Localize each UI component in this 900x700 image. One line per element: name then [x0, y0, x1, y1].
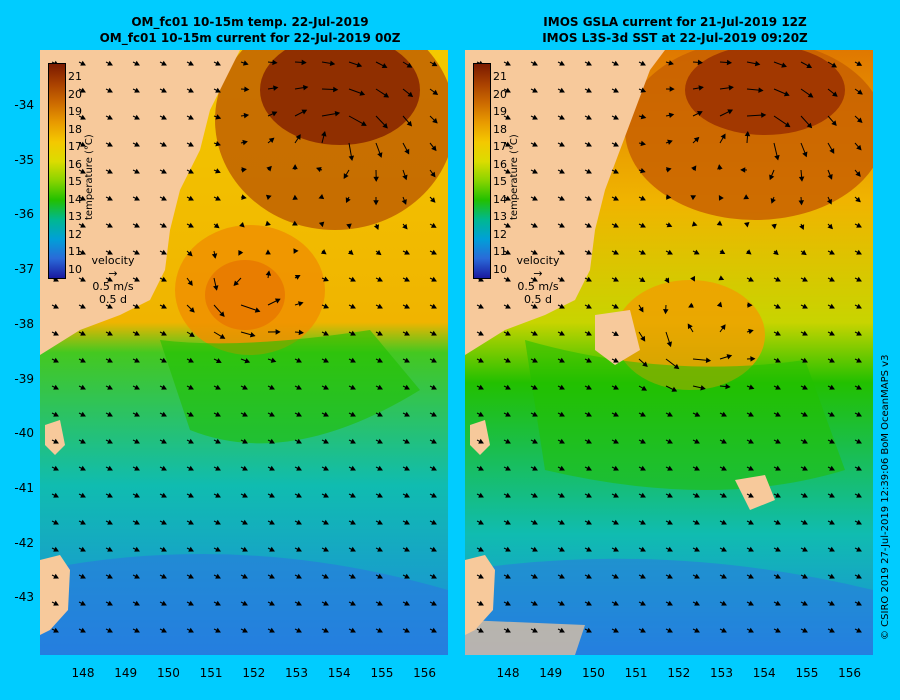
x-axis-tick-label: 155 [370, 666, 394, 680]
land-mainland [40, 50, 240, 355]
velocity-duration: 0.5 d [524, 293, 552, 306]
colorbar-tick-label: 21 [68, 70, 82, 83]
colorbar-tick-label: 13 [493, 210, 507, 223]
left-map-panel [40, 50, 448, 655]
cloud-patch [735, 475, 775, 510]
x-axis-tick-label: 155 [795, 666, 819, 680]
colorbar-tick-label: 17 [68, 140, 82, 153]
x-axis-tick-label: 152 [242, 666, 266, 680]
velocity-speed: 0.5 m/s [517, 280, 559, 293]
velocity-title: velocity [516, 254, 560, 267]
colorbar-tick-label: 18 [493, 122, 507, 136]
x-axis-tick-label: 156 [838, 666, 862, 680]
y-axis-tick-label: -40 [14, 426, 34, 441]
x-axis-tick-label: 151 [624, 666, 648, 680]
land-mainland [465, 50, 665, 355]
colorbar-tick-label: 15 [68, 175, 82, 188]
right-title-line1: IMOS GSLA current for 21-Jul-2019 12Z [543, 15, 807, 29]
y-axis-tick-label: -38 [14, 316, 34, 331]
x-axis-tick-label: 152 [667, 666, 691, 680]
velocity-legend-left: velocity → 0.5 m/s 0.5 d [88, 254, 138, 306]
colorbar-tick-label: 14 [493, 192, 507, 206]
y-axis-tick-label: -34 [14, 98, 34, 112]
y-axis-tick-label: -43 [14, 590, 34, 605]
colorbar-unit-left: temperature (°C) [84, 134, 95, 220]
land-tasmania [40, 555, 70, 635]
colorbar-tick-label: 11 [493, 245, 507, 258]
credit-text: © CSIRO 2019 27-Jul-2019 12:39:06 BoM Oc… [880, 354, 891, 640]
y-axis-tick-label: -42 [14, 535, 34, 550]
colorbar-tick-label: 12 [68, 227, 82, 241]
colorbar-tick-label: 14 [68, 192, 82, 206]
colorbar-tick-label: 15 [493, 175, 507, 188]
colorbar-tick-label: 21 [493, 70, 507, 83]
velocity-title: velocity [91, 254, 135, 267]
colorbar-unit-right: temperature (°C) [509, 134, 520, 220]
colorbar-tick-label: 13 [68, 210, 82, 223]
x-axis-tick-label: 149 [539, 666, 563, 680]
x-axis-tick-label: 151 [199, 666, 223, 680]
colorbar-tick-label: 18 [68, 122, 82, 136]
x-axis-tick-label: 156 [413, 666, 437, 680]
left-panel-title: OM_fc01 10-15m temp. 22-Jul-2019 OM_fc01… [40, 14, 460, 46]
velocity-arrow: → [108, 267, 118, 280]
colorbar-tick-label: 17 [493, 140, 507, 153]
colorbar-tick-label: 10 [493, 262, 507, 276]
colorbar-tick-label: 12 [493, 227, 507, 241]
x-axis-tick-label: 149 [114, 666, 138, 680]
colorbar-tick-label: 16 [493, 157, 507, 171]
colorbar-tick-label: 20 [493, 87, 507, 101]
land-flinders [45, 420, 65, 455]
warm-eddy-center [615, 280, 765, 390]
current-arrows [51, 59, 439, 633]
colorbar-tick-label: 10 [68, 262, 82, 276]
x-axis-tick-label: 148 [496, 666, 520, 680]
left-title-line2: OM_fc01 10-15m current for 22-Jul-2019 0… [99, 31, 401, 45]
x-axis-tick-label: 153 [710, 666, 733, 680]
x-axis-tick-label: 150 [156, 666, 180, 680]
land-flinders [470, 420, 490, 455]
y-axis-tick-label: -39 [14, 371, 34, 386]
colorbar-tick-label: 19 [493, 105, 507, 118]
y-axis-tick-label: -37 [14, 262, 34, 277]
cloud-patch [465, 620, 585, 655]
colorbar-tick-label: 19 [68, 105, 82, 118]
y-axis-tick-label: -36 [14, 207, 34, 222]
colorbar-left [48, 63, 66, 279]
colorbar-right [473, 63, 491, 279]
right-panel-title: IMOS GSLA current for 21-Jul-2019 12Z IM… [465, 14, 885, 46]
velocity-duration: 0.5 d [99, 293, 127, 306]
x-axis-tick-label: 153 [285, 666, 308, 680]
left-title-line1: OM_fc01 10-15m temp. 22-Jul-2019 [131, 15, 369, 29]
y-axis-tick-label: -41 [14, 480, 34, 495]
cloud-patch [595, 310, 640, 365]
colorbar-tick-label: 11 [68, 245, 82, 258]
right-title-line2: IMOS L3S-3d SST at 22-Jul-2019 09:20Z [542, 31, 808, 45]
colorbar-tick-label: 20 [68, 87, 82, 101]
x-axis-tick-label: 154 [752, 666, 776, 680]
land-tasmania [465, 555, 495, 635]
colorbar-tick-label: 16 [68, 157, 82, 171]
x-axis-tick-label: 150 [581, 666, 605, 680]
velocity-speed: 0.5 m/s [92, 280, 134, 293]
velocity-legend-right: velocity → 0.5 m/s 0.5 d [513, 254, 563, 306]
x-axis-tick-label: 154 [327, 666, 351, 680]
velocity-arrow: → [533, 267, 543, 280]
y-axis-tick-label: -35 [14, 152, 34, 167]
right-map-panel [465, 50, 873, 655]
x-axis-tick-label: 148 [71, 666, 95, 680]
